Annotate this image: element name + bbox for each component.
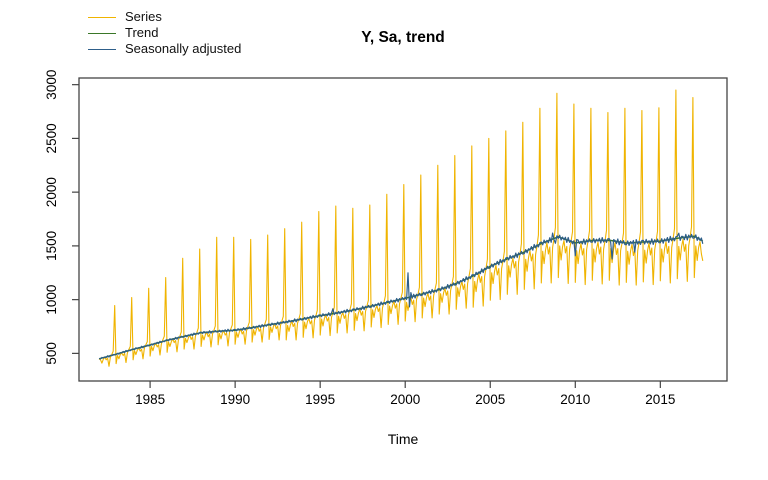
legend-label: Trend <box>125 25 159 40</box>
series-line <box>98 89 704 367</box>
y-tick-label: 500 <box>44 342 59 365</box>
x-tick-label: 1985 <box>135 392 165 407</box>
legend-line-swatch-icon <box>88 32 116 34</box>
x-tick-label: 2010 <box>560 392 590 407</box>
y-tick-label: 1000 <box>44 285 59 315</box>
legend-item-seasonally-adjusted: Seasonally adjusted <box>88 41 241 57</box>
legend-line-swatch-icon <box>88 16 116 18</box>
legend-item-trend: Trend <box>88 25 241 41</box>
x-tick-label: 2000 <box>390 392 420 407</box>
legend-label: Series <box>125 9 162 24</box>
y-tick-label: 2500 <box>44 123 59 153</box>
y-tick-label: 3000 <box>44 70 59 100</box>
legend-line-swatch-icon <box>88 48 116 50</box>
chart-legend: Series Trend Seasonally adjusted <box>88 9 241 57</box>
x-tick-label: 2015 <box>645 392 675 407</box>
legend-item-series: Series <box>88 9 241 25</box>
x-tick-label: 1990 <box>220 392 250 407</box>
x-tick-label: 2005 <box>475 392 505 407</box>
y-tick-label: 1500 <box>44 231 59 261</box>
y-tick-label: 2000 <box>44 177 59 207</box>
x-axis-title: Time <box>387 431 419 447</box>
seasonally-adjusted-line <box>98 232 704 360</box>
legend-label: Seasonally adjusted <box>125 41 242 56</box>
chart-title: Y, Sa, trend <box>361 29 445 46</box>
plot-box <box>78 77 728 382</box>
x-tick-label: 1995 <box>305 392 335 407</box>
